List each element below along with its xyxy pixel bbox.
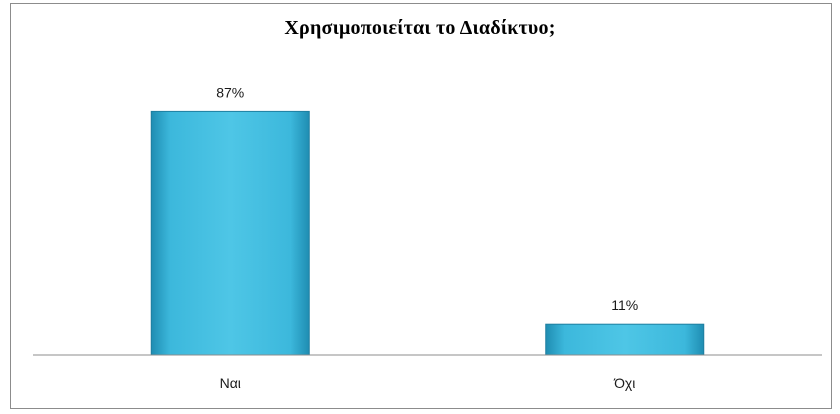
x-tick-label-1: Ναι xyxy=(220,375,241,391)
x-tick-label-2: Όχι xyxy=(613,375,635,391)
chart-title: Χρησιμοποιείται το Διαδίκτυο; xyxy=(284,17,556,39)
bar-1 xyxy=(150,110,310,356)
data-label-2: 11% xyxy=(611,297,638,313)
data-label-1: 87% xyxy=(216,84,244,100)
bar-2 xyxy=(545,323,705,356)
